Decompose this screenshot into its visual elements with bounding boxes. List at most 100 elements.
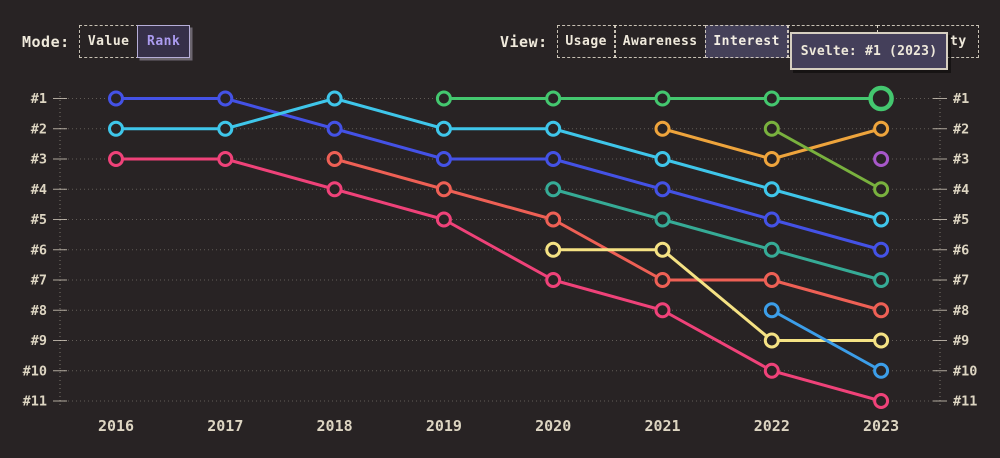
data-point-series-lime[interactable] xyxy=(763,120,780,137)
rank-label-right: #7 xyxy=(953,273,969,289)
data-point-Svelte[interactable] xyxy=(435,90,452,107)
rank-label-right: #11 xyxy=(953,394,977,410)
data-point-series-yellow[interactable] xyxy=(763,332,780,349)
data-point-series-red[interactable] xyxy=(545,211,562,228)
data-point-series-cyan[interactable] xyxy=(545,120,562,137)
data-point-series-cyan[interactable] xyxy=(763,181,780,198)
year-label: 2019 xyxy=(426,417,462,435)
data-point-series-teal[interactable] xyxy=(545,181,562,198)
data-point-Svelte[interactable] xyxy=(763,90,780,107)
data-point-Svelte[interactable] xyxy=(545,90,562,107)
year-label: 2022 xyxy=(754,417,790,435)
view-button-group: Usage Awareness Interest ty xyxy=(556,25,979,58)
series-line-series-lime xyxy=(770,127,883,191)
data-point-series-blue[interactable] xyxy=(654,181,671,198)
year-label: 2017 xyxy=(207,417,243,435)
data-point-series-red[interactable] xyxy=(873,302,890,319)
view-control: View: Usage Awareness Interest ty xyxy=(500,25,979,58)
data-point-Svelte[interactable] xyxy=(654,90,671,107)
data-point-series-blue[interactable] xyxy=(217,90,234,107)
data-point-series-red[interactable] xyxy=(435,181,452,198)
rank-label-right: #10 xyxy=(953,363,977,379)
rank-label-left: #7 xyxy=(31,273,47,289)
data-point-series-pink[interactable] xyxy=(654,302,671,319)
mode-button-value[interactable]: Value xyxy=(78,25,139,58)
rank-label-right: #2 xyxy=(953,121,969,137)
rank-label-left: #5 xyxy=(31,212,47,228)
data-point-series-red[interactable] xyxy=(326,151,343,167)
rank-label-left: #2 xyxy=(31,121,47,137)
rank-label-right: #1 xyxy=(953,91,969,107)
year-label: 2016 xyxy=(98,417,134,435)
rank-label-left: #3 xyxy=(31,152,47,168)
data-point-series-blue[interactable] xyxy=(545,151,562,167)
data-point-series-teal[interactable] xyxy=(873,272,890,288)
series-line-series-red xyxy=(333,157,883,312)
data-point-series-cyan[interactable] xyxy=(217,120,234,137)
series-line-series-sky xyxy=(770,308,883,373)
rank-label-left: #4 xyxy=(31,182,47,198)
data-point-series-cyan[interactable] xyxy=(108,120,124,137)
data-point-series-orange[interactable] xyxy=(654,120,671,137)
view-button-usage[interactable]: Usage xyxy=(556,25,616,58)
rank-label-left: #9 xyxy=(31,333,47,349)
data-point-series-yellow[interactable] xyxy=(545,241,562,258)
mode-label: Mode: xyxy=(22,32,70,51)
data-point-series-pink[interactable] xyxy=(326,181,343,198)
rank-label-left: #10 xyxy=(23,363,47,379)
year-label: 2021 xyxy=(644,417,680,435)
series-line-series-cyan xyxy=(114,97,883,221)
data-point-series-cyan[interactable] xyxy=(654,151,671,167)
data-point-series-blue[interactable] xyxy=(873,241,890,258)
rank-label-right: #8 xyxy=(953,303,969,319)
data-point-series-orange[interactable] xyxy=(763,151,780,167)
tooltip: Svelte: #1 (2023) xyxy=(790,32,948,70)
data-point-series-pink[interactable] xyxy=(873,393,890,409)
tooltip-text: Svelte: #1 (2023) xyxy=(800,43,938,59)
data-point-series-orange[interactable] xyxy=(873,120,890,137)
data-point-series-blue[interactable] xyxy=(108,90,124,107)
rank-label-right: #9 xyxy=(953,333,969,349)
data-point-series-yellow[interactable] xyxy=(654,241,671,258)
year-label: 2023 xyxy=(863,417,899,435)
rank-label-left: #8 xyxy=(31,303,47,319)
data-point-series-cyan[interactable] xyxy=(326,90,343,107)
data-point-series-pink[interactable] xyxy=(217,151,234,167)
view-button-interest[interactable]: Interest xyxy=(704,25,789,58)
data-point-series-sky[interactable] xyxy=(763,302,780,319)
rank-label-left: #6 xyxy=(31,242,47,258)
data-point-series-cyan[interactable] xyxy=(873,211,890,228)
mode-button-rank[interactable]: Rank xyxy=(137,25,191,58)
rank-label-left: #1 xyxy=(31,91,47,107)
data-point-series-yellow[interactable] xyxy=(873,332,890,349)
data-point-series-blue[interactable] xyxy=(435,151,452,167)
data-point-series-blue[interactable] xyxy=(326,120,343,137)
rank-label-right: #4 xyxy=(953,182,969,198)
data-point-series-cyan[interactable] xyxy=(435,120,452,137)
rank-label-right: #3 xyxy=(953,152,969,168)
data-point-series-red[interactable] xyxy=(763,272,780,288)
view-button-awareness[interactable]: Awareness xyxy=(614,25,707,58)
data-point-series-pink[interactable] xyxy=(108,151,124,167)
data-point-series-red[interactable] xyxy=(654,272,671,288)
series-line-series-blue xyxy=(114,97,883,252)
year-label: 2020 xyxy=(535,417,571,435)
series-line-series-teal xyxy=(551,187,883,282)
view-label: View: xyxy=(500,32,548,51)
data-point-series-pink[interactable] xyxy=(435,211,452,228)
rank-label-left: #11 xyxy=(23,394,47,410)
data-point-series-pink[interactable] xyxy=(545,272,562,288)
rank-label-right: #5 xyxy=(953,212,969,228)
series-line-series-pink xyxy=(114,157,883,403)
rank-label-right: #6 xyxy=(953,242,969,258)
data-point-series-purple[interactable] xyxy=(873,151,890,167)
data-point-series-blue[interactable] xyxy=(763,211,780,228)
year-label: 2018 xyxy=(317,417,353,435)
data-point-highlighted-Svelte[interactable] xyxy=(868,85,894,112)
data-point-series-lime[interactable] xyxy=(873,181,890,198)
data-point-series-teal[interactable] xyxy=(763,241,780,258)
data-point-series-teal[interactable] xyxy=(654,211,671,228)
data-point-series-pink[interactable] xyxy=(763,362,780,379)
data-point-series-sky[interactable] xyxy=(873,362,890,379)
